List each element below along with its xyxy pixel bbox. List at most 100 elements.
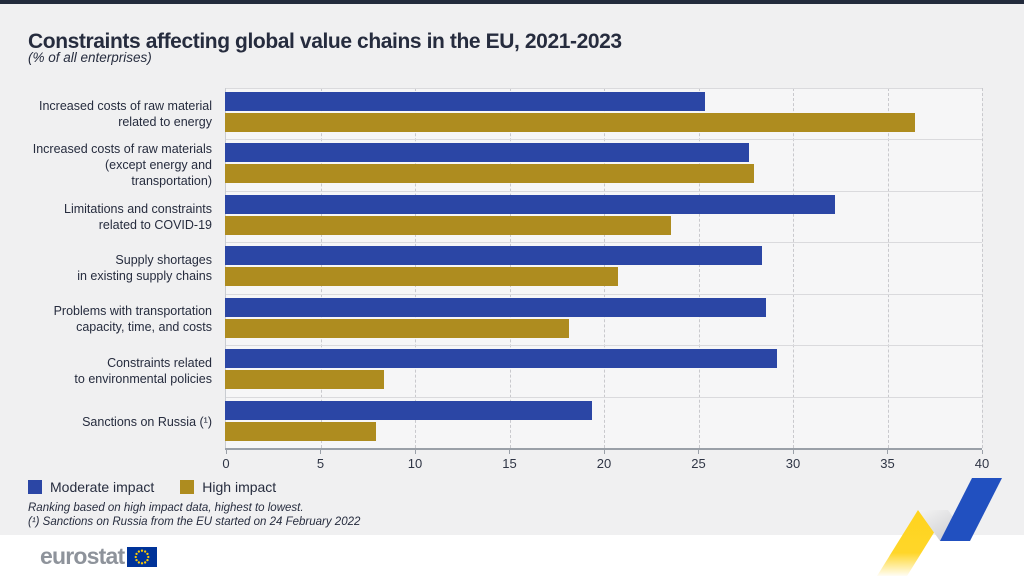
eu-flag-star (141, 549, 144, 552)
legend-swatch (28, 480, 42, 494)
category-label-line: (except energy and transportation) (104, 158, 212, 189)
category-label-line: Increased costs of raw materials (32, 142, 212, 157)
eurostat-logo: eurostat (40, 543, 158, 569)
group-separator-4 (226, 293, 982, 295)
category-label: Increased costs of raw material related t… (28, 88, 225, 139)
group-separator-3 (226, 242, 982, 244)
bar-group (225, 294, 981, 345)
category-label: Sanctions on Russia (¹) (28, 397, 225, 448)
x-tick-35 (887, 450, 888, 454)
x-tick-label-25: 25 (691, 456, 706, 471)
category-label: Problems with transportation capacity, ti… (28, 294, 225, 345)
category-label: Increased costs of raw materials (except … (28, 139, 225, 190)
footnote-sanctions: (¹) Sanctions on Russia from the EU star… (28, 516, 361, 529)
x-tick-label-15: 15 (502, 456, 517, 471)
legend-item-moderate-impact: Moderate impact (28, 479, 154, 495)
x-tick-label-20: 20 (596, 456, 612, 471)
plot-rows: Increased costs of raw material related t… (28, 88, 981, 448)
bar-moderate-impact (225, 246, 762, 266)
group-separator-1 (226, 139, 982, 141)
x-tick-15 (509, 450, 510, 454)
eu-flag-star (147, 555, 150, 558)
group-separator-2 (226, 190, 982, 192)
bar-moderate-impact (225, 400, 592, 420)
bar-group (225, 397, 981, 448)
gridline-40 (982, 88, 983, 448)
bar-high-impact (225, 113, 915, 132)
eu-flag-star (135, 552, 139, 555)
x-tick-30 (792, 450, 794, 454)
bar-group (225, 345, 981, 396)
category-label-line: Increased costs of raw material (39, 98, 212, 113)
category-label-line: related to COVID-19 (98, 217, 212, 232)
legend-label: High impact (202, 479, 277, 495)
eu-flag-star (144, 549, 147, 553)
legend-swatch (180, 480, 195, 494)
x-tick-5 (320, 450, 321, 454)
x-tick-label-5: 5 (316, 456, 325, 471)
x-tick-label-30: 30 (785, 456, 801, 471)
bar-high-impact (225, 421, 377, 441)
category-label: Limitations and constraints related to CO… (28, 191, 225, 242)
category-label-line: related to energy (118, 114, 212, 129)
bar-group (225, 88, 981, 139)
eu-flag-star (134, 555, 138, 558)
bar-high-impact (225, 370, 384, 390)
eurostat-logo-text: eurostat (40, 543, 125, 569)
category-label-line: Problems with transportation (53, 304, 212, 319)
x-tick-label-10: 10 (407, 456, 423, 471)
bar-moderate-impact (225, 297, 766, 317)
eu-flag-stars (134, 549, 150, 564)
bar-group (225, 242, 981, 293)
eu-flag-icon (127, 546, 158, 567)
bar-high-impact (225, 267, 619, 287)
bar-high-impact (225, 215, 672, 235)
x-tick-0 (225, 450, 227, 454)
footnotes: Ranking based on high impact data, highe… (28, 501, 360, 529)
eu-flag-star (144, 560, 147, 564)
x-tick-25 (698, 450, 699, 454)
category-label-line: Constraints related (107, 355, 212, 370)
bar-moderate-impact (225, 143, 749, 163)
group-separator-0 (226, 88, 982, 89)
group-separator-5 (226, 345, 982, 347)
eu-flag-star (146, 552, 149, 555)
x-tick-10 (414, 450, 416, 454)
category-label-line: Sanctions on Russia (¹) (82, 415, 212, 430)
eu-flag-star (146, 558, 149, 561)
category-label: Supply shortages in existing supply chain… (28, 242, 225, 293)
x-tick-label-0: 0 (222, 456, 230, 471)
x-tick-40 (981, 450, 983, 454)
category-label: Constraints related to environmental poli… (28, 345, 225, 396)
eurostat-ribbon-icon (877, 478, 1002, 576)
eu-flag-star (138, 560, 141, 564)
x-axis-line (225, 448, 982, 450)
bar-high-impact (225, 318, 569, 338)
page-title: Constraints affecting global value chain… (28, 30, 622, 54)
gridline-35 (887, 88, 889, 448)
bar-group (225, 139, 981, 190)
group-separator-6 (226, 396, 982, 398)
bar-moderate-impact (225, 92, 706, 111)
category-label-line: to environmental policies (74, 371, 212, 386)
x-tick-label-35: 35 (880, 456, 895, 471)
gridline-30 (793, 88, 794, 448)
bar-moderate-impact (225, 194, 836, 214)
legend: Moderate impact High impact (28, 479, 276, 495)
category-label-line: Limitations and constraints (64, 201, 212, 216)
ribbon-blue-band (940, 478, 1002, 541)
bar-high-impact (225, 164, 755, 184)
eu-flag-star (141, 561, 144, 564)
gridline-25 (698, 88, 700, 448)
legend-label: Moderate impact (50, 479, 155, 495)
x-tick-label-40: 40 (974, 456, 990, 471)
footer-band (0, 535, 1024, 576)
eu-flag-star (135, 558, 139, 561)
eu-flag-star (138, 549, 141, 553)
footnote-ranking: Ranking based on high impact data, highe… (28, 502, 304, 514)
bar-moderate-impact (225, 349, 777, 369)
bar-group (225, 191, 981, 242)
legend-item-high-impact: High impact (180, 479, 276, 495)
top-accent-border (0, 0, 1024, 4)
x-tick-20 (603, 450, 605, 454)
